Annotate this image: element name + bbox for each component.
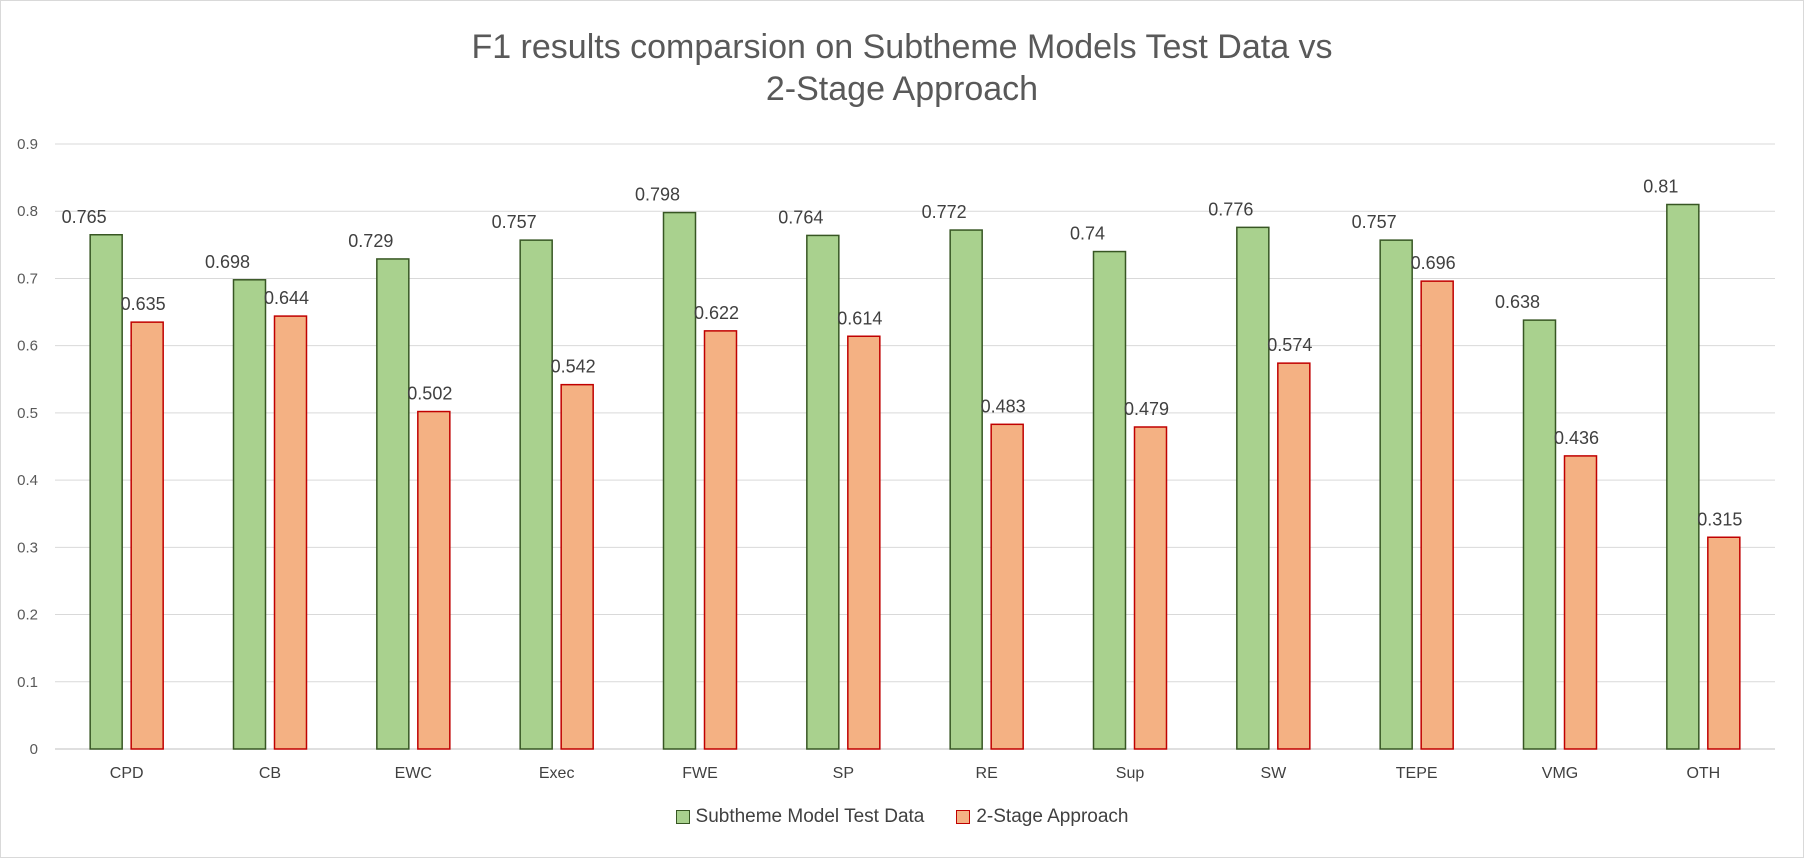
data-label-series-2-sup: 0.479	[1124, 399, 1169, 419]
bar-series-2-exec	[560, 383, 594, 750]
bars	[89, 203, 1741, 750]
data-label-series-2-tepe: 0.696	[1411, 253, 1456, 273]
x-tick-label-fwe: FWE	[682, 765, 718, 782]
bar-series-1-fwe	[662, 211, 697, 750]
x-tick-label-sup: Sup	[1116, 765, 1145, 782]
x-axis-ticks: CPD CB EWC Exec FWE SP RE Sup SW TEPE VMG OTH	[110, 765, 1720, 782]
bar-series-1-sp	[806, 234, 840, 750]
legend-item-series-2: 2-Stage Approach	[956, 806, 1128, 828]
data-label-series-1-re: 0.772	[922, 202, 967, 222]
y-tick-label: 0.2	[17, 607, 38, 624]
data-label-series-1-fwe: 0.798	[635, 185, 680, 205]
data-label-series-2-ewc: 0.502	[407, 384, 452, 404]
x-tick-label-re: RE	[976, 765, 998, 782]
y-tick-label: 0.4	[17, 472, 38, 489]
data-label-series-1-exec: 0.757	[492, 212, 537, 232]
data-label-series-1-vmg: 0.638	[1495, 292, 1540, 312]
bar-series-1-sup	[1092, 250, 1127, 750]
bar-series-2-sup	[1133, 426, 1168, 750]
legend: Subtheme Model Test Data 2-Stage Approac…	[0, 806, 1804, 828]
legend-label-series-2: 2-Stage Approach	[976, 806, 1129, 827]
data-label-series-1-sw: 0.776	[1208, 199, 1253, 219]
data-label-series-2-vmg: 0.436	[1554, 428, 1599, 448]
bar-series-1-cb	[232, 279, 267, 750]
bar-series-1-exec	[519, 239, 553, 750]
x-tick-label-exec: Exec	[539, 765, 575, 782]
y-tick-label: 0.9	[17, 136, 38, 153]
data-label-series-1-ewc: 0.729	[348, 231, 393, 251]
bar-series-2-vmg	[1563, 455, 1598, 750]
x-tick-label-sp: SP	[833, 765, 854, 782]
y-tick-label: 0.8	[17, 203, 38, 220]
bar-series-2-ewc	[417, 410, 451, 750]
chart-title-line-2: 2-Stage Approach	[765, 70, 1039, 108]
x-tick-label-ewc: EWC	[395, 765, 432, 782]
x-tick-label-cpd: CPD	[110, 765, 144, 782]
bar-series-1-cpd	[89, 234, 123, 750]
legend-label-series-1: Subtheme Model Test Data	[695, 806, 925, 827]
data-label-series-1-cpd: 0.765	[62, 207, 107, 227]
y-tick-label: 0	[30, 741, 38, 758]
data-labels: 0.765 0.635 0.698 0.644 0.729 0.502 0.757 0.542…	[62, 177, 1743, 530]
chart-title: F1 results comparsion on Subtheme Models…	[0, 26, 1804, 110]
gridlines	[55, 143, 1775, 750]
bar-series-1-re	[949, 229, 983, 750]
bar-series-2-re	[990, 423, 1024, 750]
bar-series-2-sp	[847, 335, 881, 750]
x-tick-label-cb: CB	[259, 765, 281, 782]
x-tick-label-vmg: VMG	[1542, 765, 1578, 782]
data-label-series-1-tepe: 0.757	[1352, 212, 1397, 232]
data-label-series-1-sp: 0.764	[778, 207, 823, 227]
chart-title-line-1: F1 results comparsion on Subtheme Models…	[471, 28, 1333, 66]
bar-series-1-vmg	[1522, 319, 1557, 750]
data-label-series-2-sw: 0.574	[1267, 335, 1312, 355]
bar-series-1-oth	[1666, 203, 1700, 750]
bar-series-2-sw	[1277, 362, 1311, 750]
x-tick-label-sw: SW	[1260, 765, 1287, 782]
y-tick-label: 0.5	[17, 405, 38, 422]
data-label-series-2-re: 0.483	[981, 396, 1026, 416]
bar-series-2-oth	[1707, 536, 1741, 750]
bar-series-1-sw	[1236, 226, 1270, 750]
data-label-series-2-exec: 0.542	[551, 357, 596, 377]
bar-series-1-ewc	[376, 258, 410, 750]
y-tick-label: 0.7	[17, 270, 38, 287]
data-label-series-2-cpd: 0.635	[121, 294, 166, 314]
data-label-series-2-cb: 0.644	[264, 288, 309, 308]
legend-swatch-series-2	[956, 810, 971, 824]
y-tick-label: 0.6	[17, 338, 38, 355]
data-label-series-1-oth: 0.81	[1643, 177, 1678, 197]
bar-series-2-cpd	[130, 321, 164, 750]
y-tick-label: 0.1	[17, 674, 38, 691]
bar-series-1-tepe	[1379, 239, 1413, 750]
data-label-series-2-sp: 0.614	[837, 308, 882, 328]
data-label-series-2-fwe: 0.622	[694, 303, 739, 323]
x-tick-label-oth: OTH	[1686, 765, 1720, 782]
bar-series-2-tepe	[1420, 280, 1454, 750]
x-tick-label-tepe: TEPE	[1396, 765, 1438, 782]
data-label-series-1-cb: 0.698	[205, 252, 250, 272]
y-tick-label: 0.3	[17, 539, 38, 556]
legend-swatch-series-1	[675, 810, 690, 824]
legend-item-series-1: Subtheme Model Test Data	[675, 806, 925, 828]
data-label-series-2-oth: 0.315	[1697, 509, 1742, 529]
bar-series-2-cb	[273, 315, 308, 750]
y-axis-ticks: 0 0.1 0.2 0.3 0.4 0.5 0.6 0.7 0.8 0.9	[17, 136, 38, 758]
data-label-series-1-sup: 0.74	[1070, 224, 1105, 244]
bar-series-2-fwe	[703, 330, 738, 750]
